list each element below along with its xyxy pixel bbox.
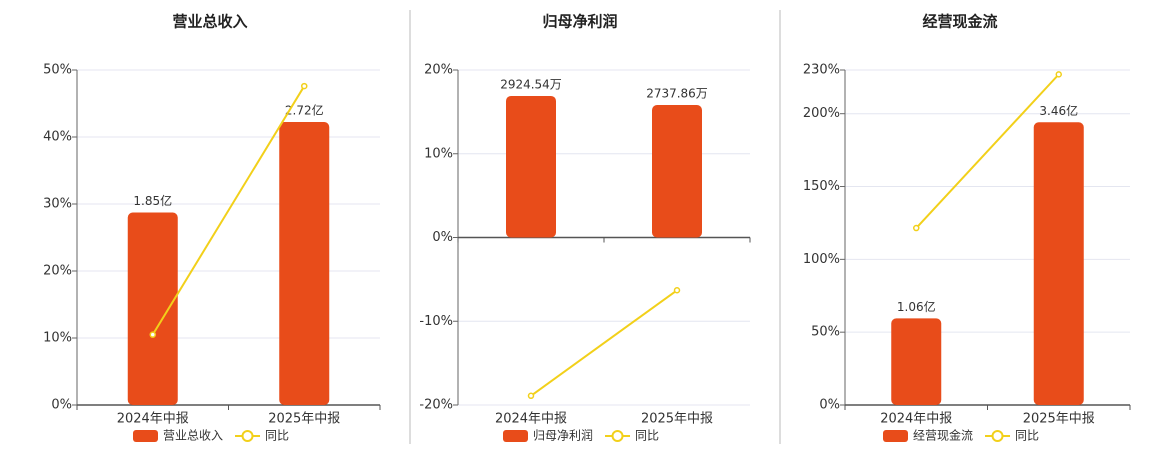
y-tick-label: 0%	[51, 398, 72, 413]
legend-swatch	[503, 430, 528, 442]
bar	[652, 104, 702, 238]
y-tick-label: 10%	[424, 146, 453, 161]
legend-swatch	[611, 430, 624, 442]
chart-title: 归母净利润	[542, 13, 617, 31]
line-marker	[527, 392, 535, 400]
y-tick-label: 50%	[43, 63, 72, 78]
legend-label: 同比	[1015, 429, 1039, 443]
y-tick-label: 230%	[803, 63, 840, 78]
bar	[279, 122, 330, 406]
line-marker	[673, 287, 681, 294]
line-marker	[149, 331, 156, 338]
y-tick-label: 150%	[803, 179, 840, 194]
y-tick-label: 40%	[43, 130, 72, 145]
y-tick-label: 0%	[819, 398, 840, 413]
x-tick-label: 2025年中报	[268, 412, 340, 427]
bar	[1033, 122, 1084, 405]
legend-swatch	[991, 430, 1004, 442]
line	[530, 289, 678, 397]
line-marker	[1055, 71, 1062, 78]
bar	[891, 318, 942, 405]
y-tick-label: -10%	[419, 314, 453, 329]
legend-swatch	[133, 430, 158, 442]
y-tick-label: 50%	[811, 325, 840, 340]
legend-swatch	[241, 430, 254, 442]
y-tick-label: 20%	[424, 63, 453, 78]
y-tick-label: 0%	[432, 230, 453, 245]
y-tick-label: 100%	[803, 252, 840, 267]
line	[915, 73, 1060, 229]
value-label: 1.06亿	[897, 299, 936, 314]
y-tick-label: 200%	[803, 106, 840, 121]
legend-label: 营业总收入	[163, 429, 223, 443]
legend-swatch	[883, 430, 908, 442]
y-tick-label: 30%	[43, 197, 72, 212]
chart-title: 营业总收入	[172, 13, 247, 31]
value-label: 1.85亿	[133, 193, 172, 208]
legend-label: 同比	[265, 429, 289, 443]
chart-title: 经营现金流	[922, 13, 997, 31]
x-tick-label: 2024年中报	[117, 412, 189, 427]
value-label: 2924.54万	[500, 77, 562, 91]
y-tick-label: 20%	[43, 264, 72, 279]
x-tick-label: 2025年中报	[641, 412, 713, 427]
y-tick-label: 10%	[43, 331, 72, 346]
bar	[506, 95, 556, 238]
line	[151, 85, 306, 336]
value-label: 3.46亿	[1039, 103, 1078, 118]
line-marker	[913, 224, 920, 232]
value-label: 2.72亿	[285, 103, 324, 118]
line-marker	[301, 82, 308, 90]
legend-label: 同比	[635, 429, 659, 443]
x-tick-label: 2025年中报	[1023, 412, 1095, 427]
x-tick-label: 2024年中报	[880, 412, 952, 427]
value-label: 2737.86万	[646, 86, 708, 100]
legend-label: 归母净利润	[533, 429, 593, 443]
bar	[127, 212, 178, 405]
x-tick-label: 2024年中报	[495, 412, 567, 427]
y-tick-label: -20%	[419, 398, 453, 413]
legend-label: 经营现金流	[913, 428, 973, 443]
